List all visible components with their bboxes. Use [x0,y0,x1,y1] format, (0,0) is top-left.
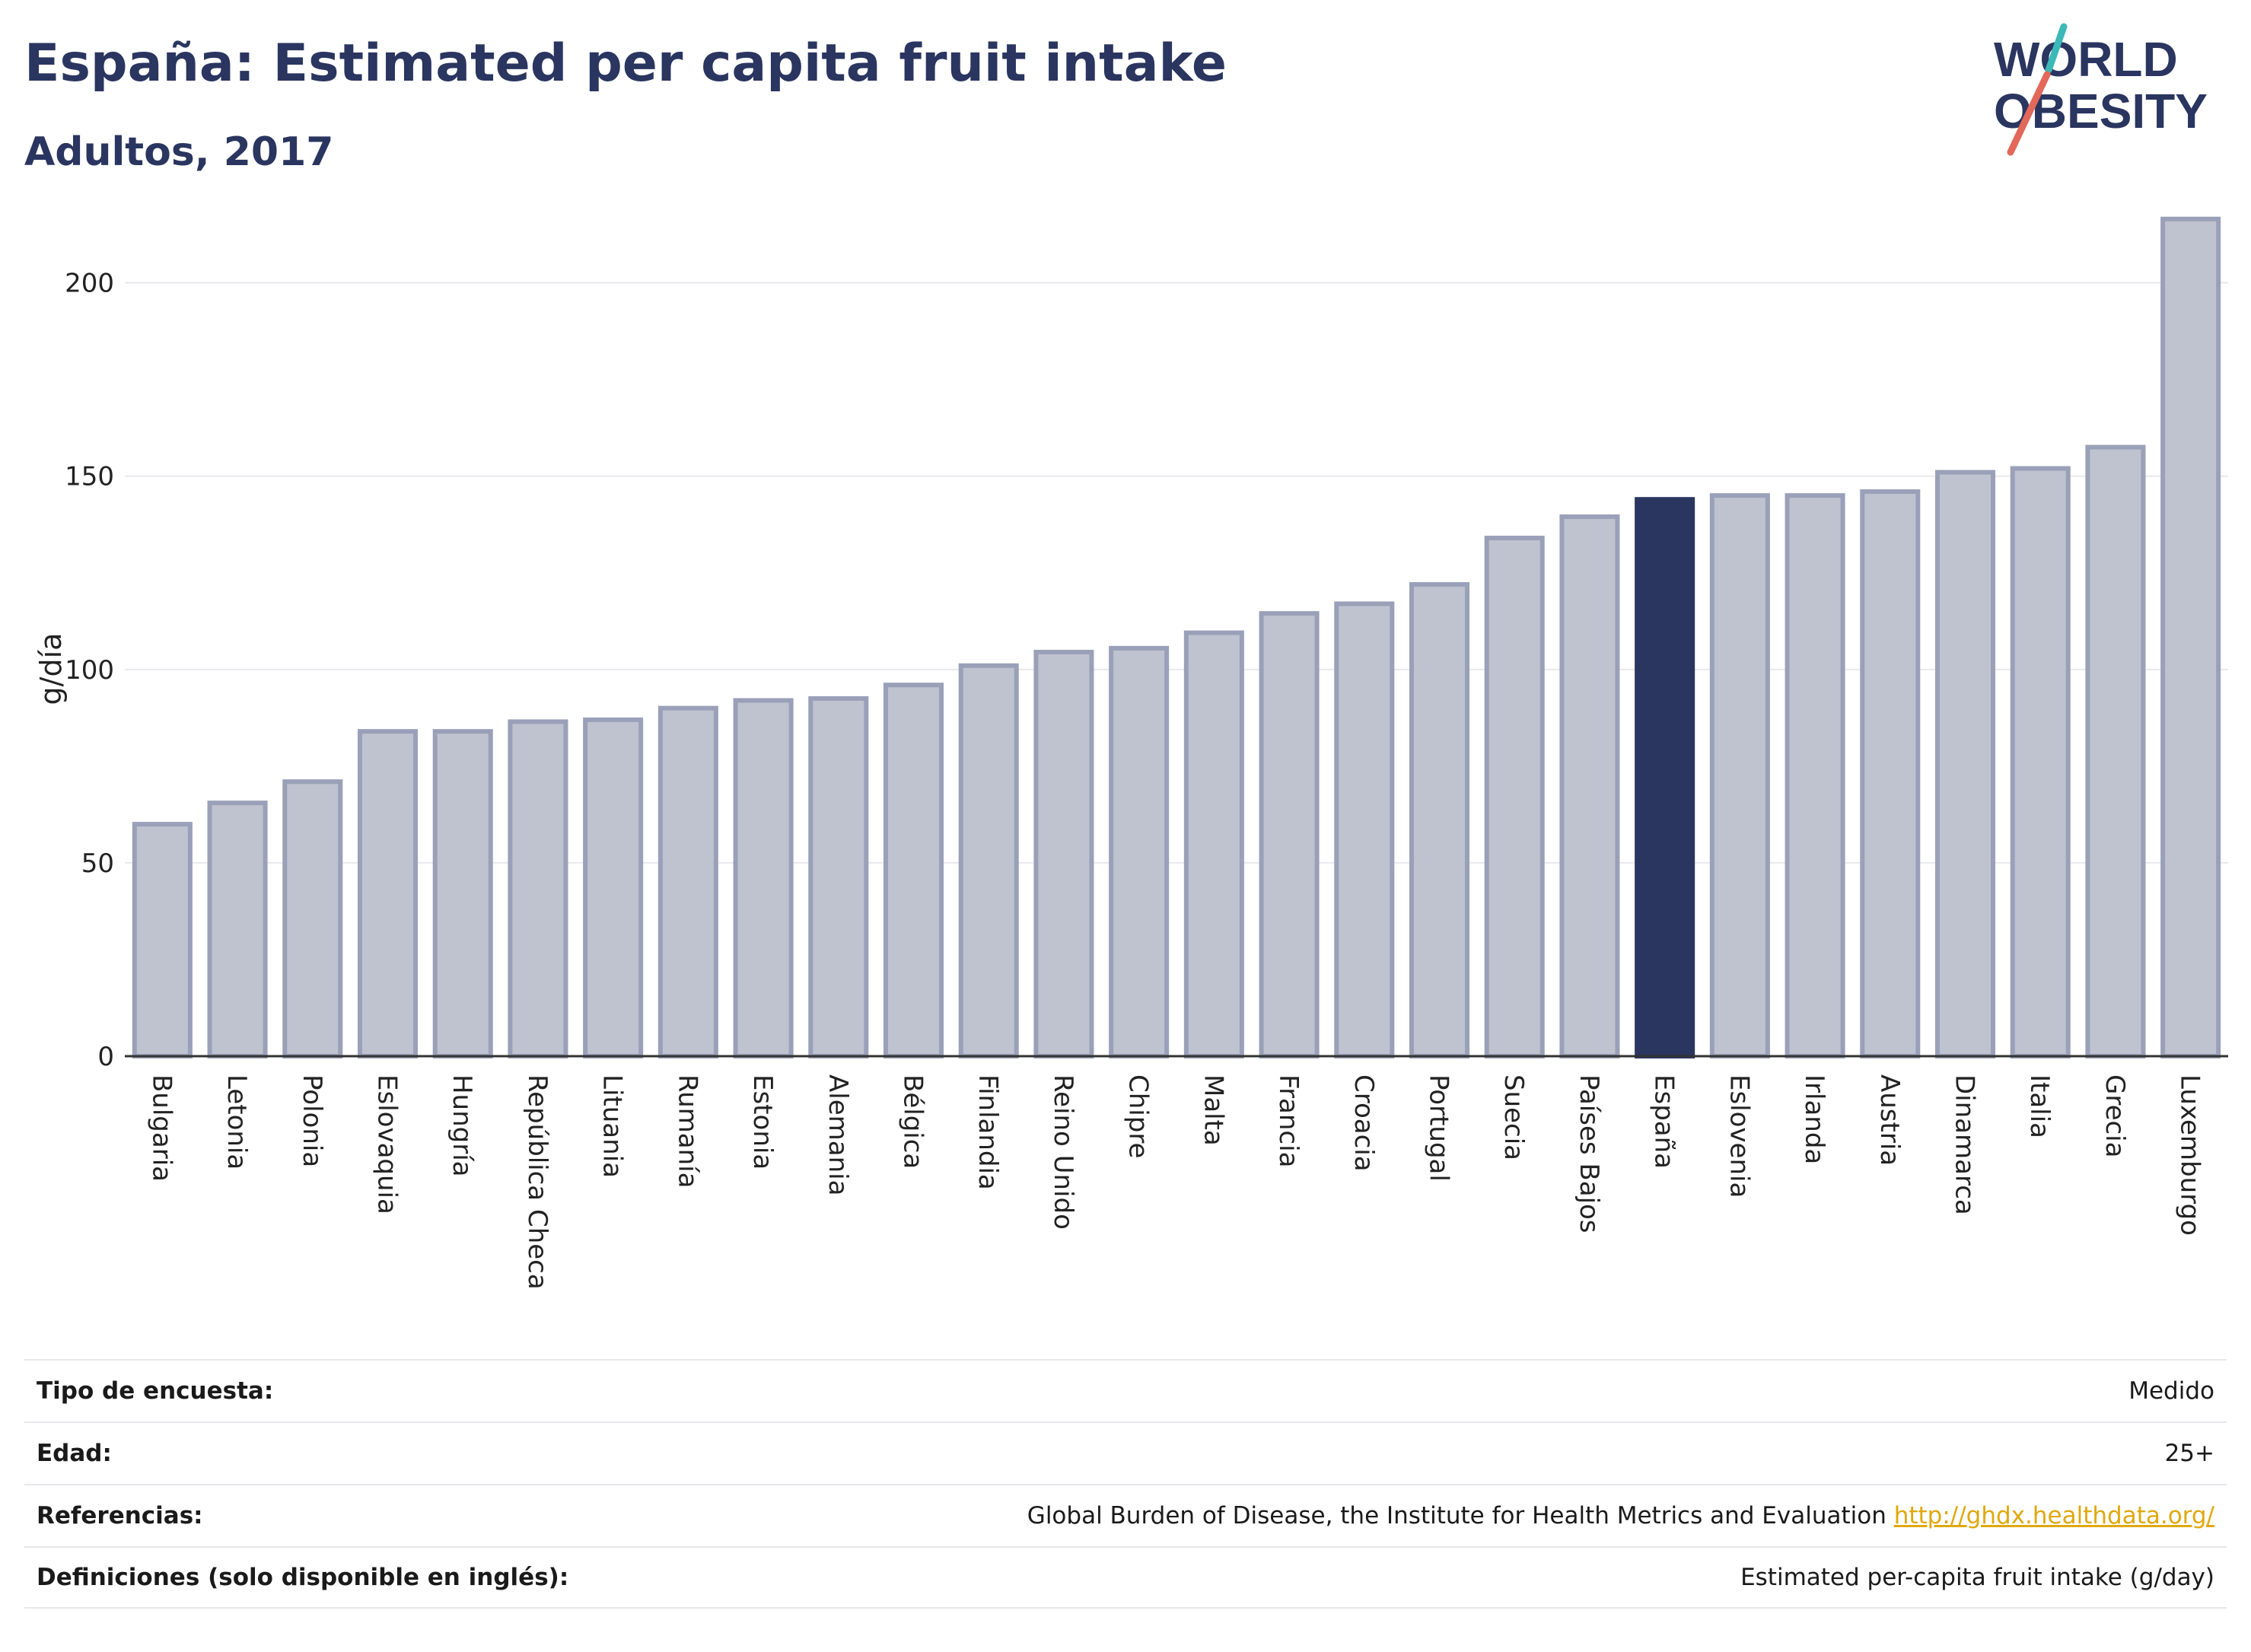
chart-subtitle: Adultos, 2017 [24,129,334,175]
x-tick-label: Grecia [2100,1074,2130,1157]
bar-grecia [2085,444,2146,1058]
bar-polonia [282,779,343,1058]
logo-line-1: WORLD [1994,32,2178,87]
x-tick-label: Irlanda [1799,1074,1829,1164]
bar-croacia [1334,601,1395,1058]
bar-irlanda [1785,493,1845,1058]
bar-estonia [733,698,794,1058]
x-tick-label: Portugal [1424,1074,1454,1182]
y-tick-label: 200 [65,269,114,299]
x-tick-label: Bulgaria [146,1074,177,1182]
logo-slash-teal [2045,23,2068,74]
x-tick-label: Luxemburgo [2175,1074,2205,1236]
x-tick-label: Italia [2024,1074,2055,1138]
y-tick-labels: 0 50 100 150 200 [65,269,114,1072]
x-tick-label: Malta [1198,1074,1228,1146]
bar-eslovenia [1709,493,1770,1058]
x-tick-label: España [1649,1074,1679,1169]
bar-chart: 0 50 100 150 200 Bulgaria Letonia Polonia Eslov… [34,216,2228,1290]
definitions-value: Estimated per-capita fruit intake (g/day… [1740,1564,2214,1591]
x-tick-label: Suecia [1498,1074,1529,1160]
x-tick-label: Polonia [297,1074,327,1167]
bar-austria [1860,489,1921,1058]
bar-eslovaquia [357,729,419,1058]
chart-title: España: Estimated per capita fruit intak… [24,33,1227,94]
x-tick-label: Rumanía [672,1074,702,1188]
bar-reino-unido [1033,649,1094,1058]
bar-república-checa [508,719,568,1058]
x-tick-label: Croacia [1348,1074,1379,1172]
bar-alemania [808,695,869,1058]
x-tick-label: Austria [1874,1074,1905,1166]
y-tick-label: 0 [97,1042,114,1072]
info-row-age: Edad: 25+ [24,1421,2227,1484]
x-tick-label: Finlandia [973,1074,1003,1190]
survey-value: Medido [2128,1377,2214,1405]
bar-países-bajos [1559,514,1620,1058]
x-tick-label: Eslovaquia [372,1074,403,1214]
x-tick-label: Chipre [1123,1074,1154,1158]
bar-chipre [1109,645,1170,1058]
x-tick-label: Reino Unido [1048,1074,1078,1230]
x-tick-label: Eslovenia [1724,1074,1754,1198]
references-text: Global Burden of Disease, the Institute … [1027,1502,1886,1529]
y-axis-title: g/día [34,633,68,705]
bar-bélgica [883,683,944,1058]
references-value: Global Burden of Disease, the Institute … [1027,1502,2214,1529]
survey-label: Tipo de encuesta: [37,1377,274,1405]
x-tick-label: Dinamarca [1950,1074,1980,1215]
y-tick-label: 50 [81,848,114,879]
bar-malta [1183,630,1244,1058]
bar-letonia [207,801,268,1058]
x-tick-label: Alemania [823,1074,853,1195]
references-label: Referencias: [37,1502,203,1529]
y-tick-label: 150 [65,462,114,492]
logo-slash-red [2007,71,2051,156]
bar-hungría [432,729,493,1058]
bar-bulgaria [132,822,193,1059]
x-tick-label: Bélgica [898,1074,928,1169]
bar-lituania [583,717,644,1059]
bar-españa [1635,497,1695,1058]
definitions-label: Definiciones (solo disponible en inglés)… [37,1564,569,1591]
x-tick-label: Letonia [221,1074,252,1170]
info-row-survey: Tipo de encuesta: Medido [24,1359,2227,1421]
info-table: Tipo de encuesta: Medido Edad: 25+ Refer… [24,1359,2227,1609]
bars [132,216,2221,1059]
x-tick-label: Estonia [747,1074,778,1170]
bar-finlandia [958,663,1019,1058]
x-tick-label: República Checa [522,1074,552,1290]
bar-dinamarca [1934,469,1996,1058]
info-row-references: Referencias: Global Burden of Disease, t… [24,1484,2227,1546]
x-tick-label: Francia [1273,1074,1304,1167]
age-label: Edad: [37,1440,112,1467]
bar-portugal [1409,582,1470,1058]
age-value: 25+ [2164,1440,2214,1467]
references-link[interactable]: http://ghdx.healthdata.org/ [1893,1502,2214,1529]
x-tick-label: Hungría [447,1074,477,1177]
x-category-labels: Bulgaria Letonia Polonia Eslovaquia Hungría R… [146,1074,2205,1290]
world-obesity-logo: WORLD OBESITY [1994,23,2208,156]
bar-francia [1259,611,1320,1058]
x-tick-label: Lituania [597,1074,628,1178]
x-tick-label: Países Bajos [1574,1074,1604,1233]
bar-italia [2010,466,2071,1058]
bar-rumanía [657,705,718,1058]
bar-luxemburgo [2160,216,2221,1058]
bar-suecia [1484,536,1545,1058]
y-tick-label: 100 [65,655,114,686]
info-row-definitions: Definiciones (solo disponible en inglés)… [24,1546,2227,1609]
